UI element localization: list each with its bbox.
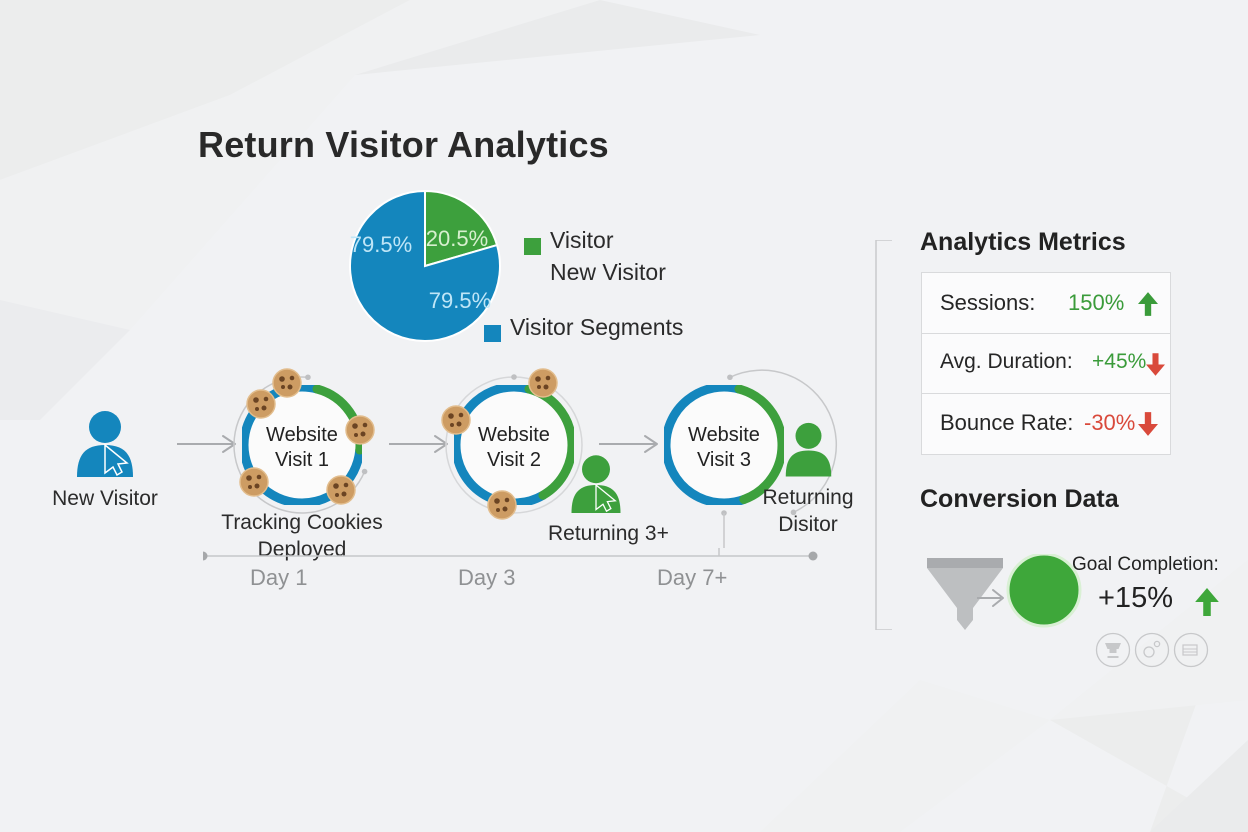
svg-text:79.5%: 79.5% — [429, 288, 491, 313]
svg-text:79.5%: 79.5% — [350, 232, 412, 257]
svg-text:Website: Website — [688, 424, 760, 446]
svg-text:Visit 3: Visit 3 — [697, 449, 751, 471]
svg-text:20.5%: 20.5% — [426, 226, 488, 251]
